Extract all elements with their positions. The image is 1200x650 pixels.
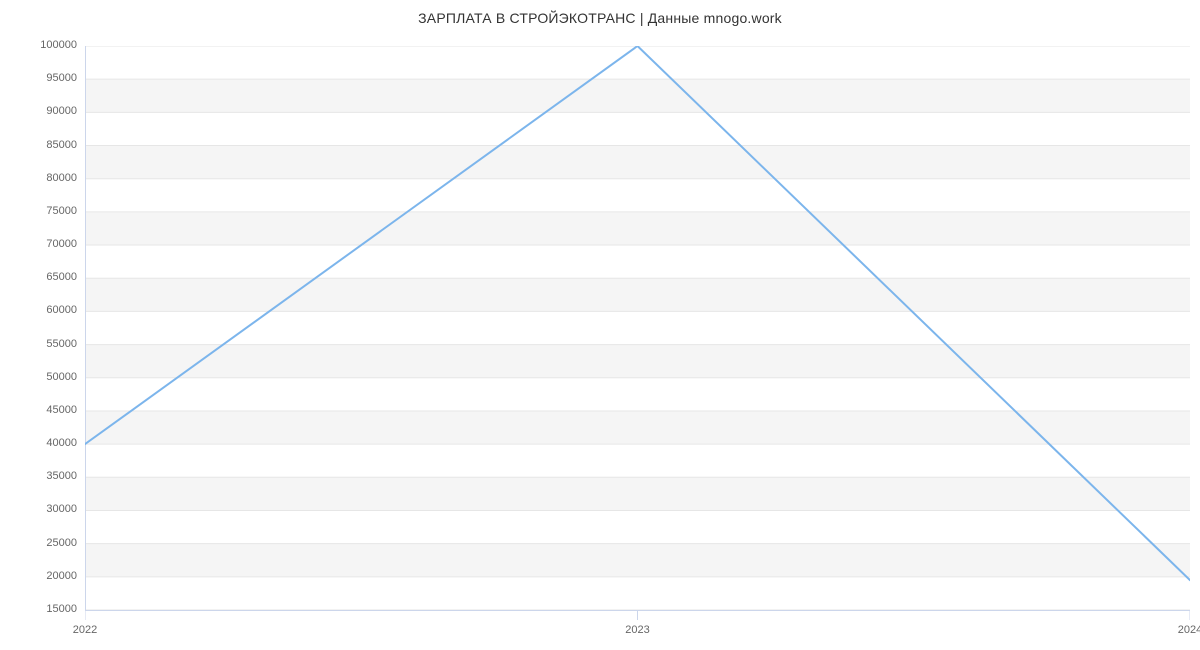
y-tick-label: 60000 (46, 304, 77, 316)
y-tick-label: 100000 (40, 39, 77, 51)
y-tick-label: 40000 (46, 437, 77, 449)
y-tick-label: 30000 (46, 503, 77, 515)
y-tick-label: 55000 (46, 338, 77, 350)
y-tick-label: 35000 (46, 470, 77, 482)
y-tick-label: 90000 (46, 105, 77, 117)
x-tick-label: 2024 (1178, 624, 1200, 636)
x-tick-label: 2022 (73, 624, 97, 636)
chart-title: ЗАРПЛАТА В СТРОЙЭКОТРАНС | Данные mnogo.… (0, 10, 1200, 26)
y-tick-label: 95000 (46, 72, 77, 84)
x-tick-label: 2023 (625, 624, 649, 636)
y-tick-label: 70000 (46, 238, 77, 250)
y-tick-label: 15000 (46, 603, 77, 615)
y-tick-label: 80000 (46, 172, 77, 184)
y-tick-label: 65000 (46, 271, 77, 283)
y-tick-label: 75000 (46, 205, 77, 217)
y-tick-label: 45000 (46, 404, 77, 416)
y-tick-label: 20000 (46, 570, 77, 582)
y-tick-label: 85000 (46, 139, 77, 151)
y-tick-label: 25000 (46, 537, 77, 549)
plot-area (85, 46, 1190, 650)
y-tick-label: 50000 (46, 371, 77, 383)
salary-line-chart: ЗАРПЛАТА В СТРОЙЭКОТРАНС | Данные mnogo.… (0, 0, 1200, 650)
